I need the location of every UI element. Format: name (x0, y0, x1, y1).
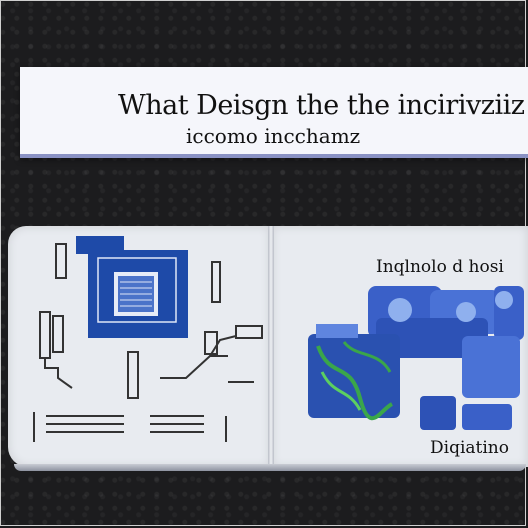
banner-title: What Deisgn the the incirivziiz (118, 90, 525, 121)
schematic-components (39, 243, 263, 399)
right-page-footer: Diqiatino (430, 438, 509, 458)
page-edge (14, 464, 526, 471)
title-banner: What Deisgn the the incirivziiz iccomo i… (20, 67, 528, 158)
book-spine (268, 226, 274, 467)
chip-icon (76, 236, 188, 338)
machine-parts (368, 286, 524, 430)
green-circuit-board (308, 324, 400, 421)
banner-subtitle: iccomo incchamz (186, 124, 361, 148)
right-page-heading: Inqlnolo d hosi (376, 257, 504, 277)
resistor-array (33, 412, 227, 442)
